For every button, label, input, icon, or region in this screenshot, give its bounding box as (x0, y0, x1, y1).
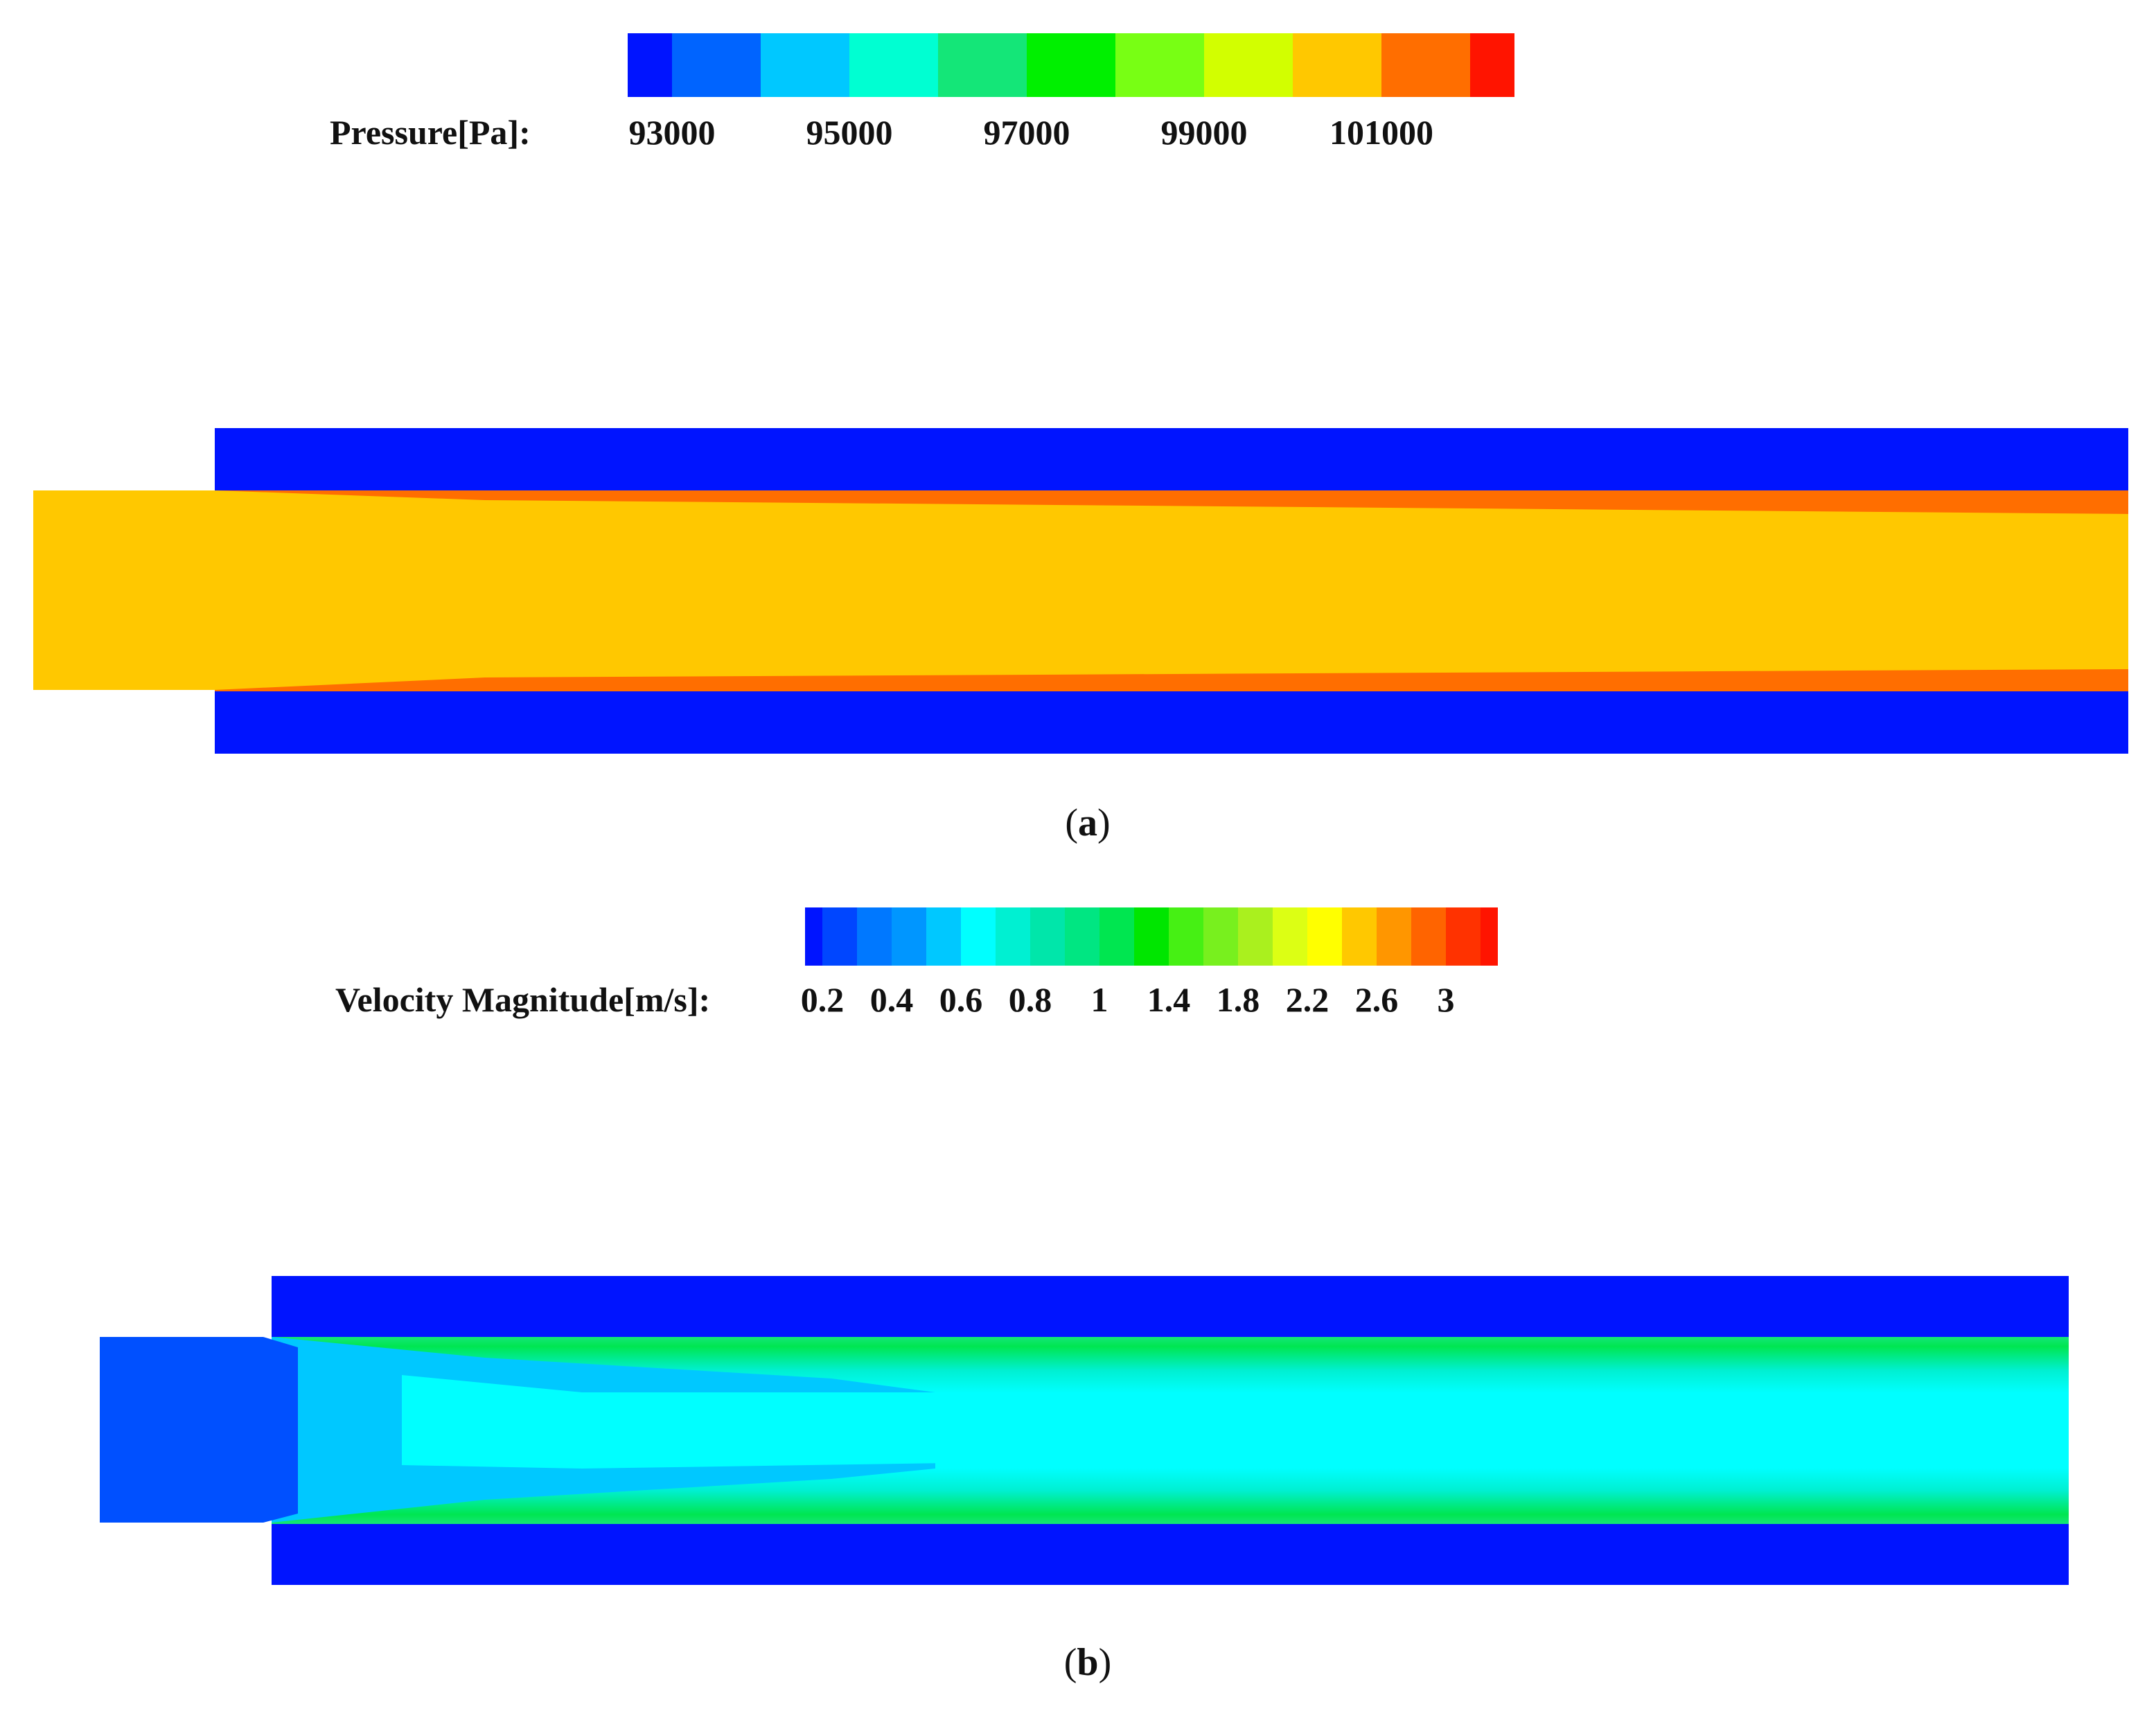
velocity-colorbar-swatch (805, 907, 822, 966)
velocity-colorbar-swatch (1030, 907, 1065, 966)
pressure-tick-label: 97000 (984, 113, 1070, 152)
velocity-colorbar-swatch (857, 907, 892, 966)
velocity-colorbar-swatch (996, 907, 1030, 966)
velocity-tick-label: 1.8 (1217, 980, 1260, 1019)
pressure-colorbar-swatch (1115, 33, 1204, 97)
velocity-colorbar-swatch (926, 907, 961, 966)
pressure-colorbar (628, 33, 1514, 97)
velocity-colorbar-swatch (1203, 907, 1238, 966)
velocity-colorbar-swatch (1134, 907, 1169, 966)
pressure-tick-label: 95000 (806, 113, 893, 152)
velocity-colorbar-swatch (1238, 907, 1273, 966)
pressure-tick-label: 101000 (1329, 113, 1433, 152)
velocity-tick-label: 0.8 (1009, 980, 1052, 1019)
velocity-colorbar-swatch (1481, 907, 1498, 966)
velocity-tick-label: 1 (1091, 980, 1108, 1019)
pressure-core-region (33, 490, 2128, 690)
pressure-colorbar-swatch (672, 33, 761, 97)
pressure-colorbar-swatch (761, 33, 849, 97)
velocity-colorbar-swatch (892, 907, 926, 966)
velocity-colorbar-swatch (1307, 907, 1342, 966)
velocity-tick-label: 2.2 (1286, 980, 1329, 1019)
pressure-colorbar-swatch (1470, 33, 1514, 97)
pressure-colorbar-swatch (1293, 33, 1381, 97)
pressure-legend-label: Pressure[Pa]: (330, 113, 531, 152)
velocity-field (100, 1276, 2069, 1585)
velocity-colorbar-swatch (1169, 907, 1203, 966)
velocity-colorbar-swatch (1065, 907, 1099, 966)
velocity-colorbar-swatch (1273, 907, 1307, 966)
pressure-bottom-wall (215, 690, 2128, 754)
velocity-top-wall (272, 1276, 2069, 1337)
velocity-tick-label: 0.6 (939, 980, 983, 1019)
velocity-inlet-section (100, 1337, 298, 1523)
pressure-colorbar-swatch (938, 33, 1027, 97)
pressure-tick-label: 93000 (629, 113, 716, 152)
velocity-colorbar (805, 907, 1498, 966)
velocity-tick-label: 1.4 (1147, 980, 1191, 1019)
velocity-tick-label: 0.2 (801, 980, 845, 1019)
velocity-colorbar-swatch (1446, 907, 1481, 966)
velocity-colorbar-swatch (1342, 907, 1377, 966)
velocity-core-region (402, 1375, 1981, 1469)
pressure-top-wall (215, 428, 2128, 492)
velocity-bottom-wall (272, 1523, 2069, 1585)
pressure-field (33, 428, 2128, 754)
velocity-tick-label: 3 (1438, 980, 1455, 1019)
velocity-colorbar-swatch (1377, 907, 1411, 966)
pressure-colorbar-swatch (1381, 33, 1470, 97)
velocity-tick-label: 0.4 (870, 980, 914, 1019)
velocity-legend-label: Velocity Magnitude[m/s]: (335, 980, 710, 1019)
velocity-tick-labels: 0.2 0.4 0.6 0.8 1 1.4 1.8 2.2 2.6 3 (801, 980, 1455, 1019)
pressure-colorbar-swatch (1204, 33, 1293, 97)
pressure-colorbar-swatch (628, 33, 672, 97)
pressure-colorbar-swatch (1027, 33, 1115, 97)
caption-b: (b) (1064, 1641, 1111, 1684)
pressure-colorbar-swatch (849, 33, 938, 97)
velocity-tick-label: 2.6 (1355, 980, 1399, 1019)
velocity-colorbar-swatch (822, 907, 857, 966)
pressure-tick-labels: 93000 95000 97000 99000 101000 (629, 113, 1434, 152)
velocity-colorbar-swatch (961, 907, 996, 966)
velocity-colorbar-swatch (1099, 907, 1134, 966)
pressure-tick-label: 99000 (1161, 113, 1248, 152)
velocity-colorbar-swatch (1411, 907, 1446, 966)
caption-a: (a) (1065, 801, 1110, 844)
